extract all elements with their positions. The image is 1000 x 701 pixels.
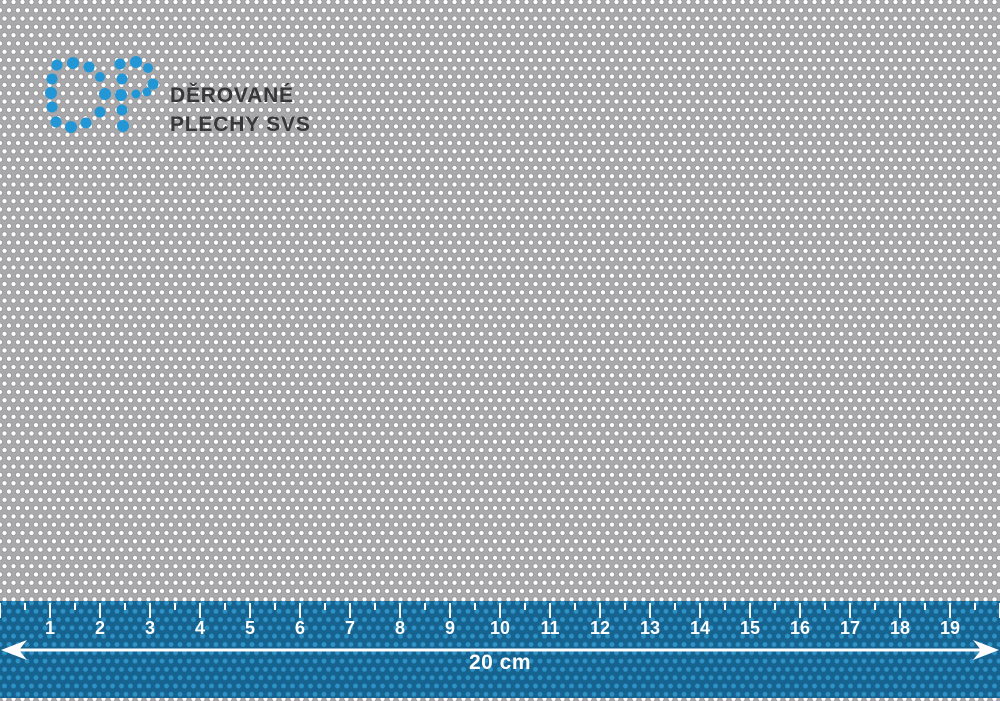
ruler-number: 8 <box>394 618 405 638</box>
ruler-tick-minor <box>924 603 926 610</box>
ruler-tick-minor <box>224 603 226 610</box>
ruler-tick-minor <box>574 603 576 610</box>
ruler-tick-minor <box>324 603 326 610</box>
ruler-number: 7 <box>344 618 355 638</box>
ruler-tick-major <box>649 603 651 618</box>
ruler-number: 5 <box>244 618 255 638</box>
ruler-tick-minor <box>174 603 176 610</box>
ruler-tick-major <box>449 603 451 618</box>
ruler-number: 6 <box>294 618 305 638</box>
ruler-tick-major <box>849 603 851 618</box>
ruler-number: 3 <box>144 618 155 638</box>
ruler-span-arrow-icon <box>1 640 999 660</box>
logo-line1: DĚROVANÉ <box>170 84 294 107</box>
logo-wordmark: DĚROVANÉ PLECHY SVS <box>170 81 311 139</box>
letter-p-dots <box>114 56 159 132</box>
ruler-tick-minor <box>124 603 126 610</box>
ruler-tick-major <box>299 603 301 618</box>
ruler-number: 16 <box>789 618 811 638</box>
ruler-tick-major <box>699 603 701 618</box>
ruler-tick-minor <box>74 603 76 610</box>
dp-monogram-dots-icon <box>45 56 159 133</box>
ruler-tick-minor <box>374 603 376 610</box>
ruler-number: 4 <box>194 618 205 638</box>
ruler-tick-minor <box>424 603 426 610</box>
ruler-tick-minor <box>974 603 976 610</box>
ruler-tick-major <box>0 603 1 618</box>
ruler-number: 14 <box>689 618 711 638</box>
ruler-tick-major <box>349 603 351 618</box>
ruler-tick-minor <box>874 603 876 610</box>
ruler-tick-major <box>599 603 601 618</box>
ruler-number: 13 <box>639 618 661 638</box>
ruler-tick-minor <box>624 603 626 610</box>
ruler-tick-minor <box>774 603 776 610</box>
ruler-tick-major <box>949 603 951 618</box>
ruler-number: 9 <box>444 618 455 638</box>
ruler-number: 10 <box>489 618 511 638</box>
ruler-tick-minor <box>24 603 26 610</box>
ruler-tick-major <box>749 603 751 618</box>
ruler-tick-major <box>799 603 801 618</box>
ruler-number: 19 <box>939 618 961 638</box>
ruler-tick-major <box>149 603 151 618</box>
logo-line2: PLECHY SVS <box>170 113 311 136</box>
ruler-number: 1 <box>44 618 55 638</box>
ruler: 20 cm 1 2 3 4 5 6 7 8 9 10 11 12 13 14 15 16 17 18 19 <box>0 601 1000 698</box>
ruler-tick-major <box>899 603 901 618</box>
ruler-number: 15 <box>739 618 761 638</box>
ruler-number: 17 <box>839 618 861 638</box>
ruler-tick-major <box>549 603 551 618</box>
ruler-tick-major <box>99 603 101 618</box>
ruler-tick-minor <box>524 603 526 610</box>
ruler-tick-minor <box>724 603 726 610</box>
dp-logo: DĚROVANÉ PLECHY SVS <box>0 0 340 150</box>
ruler-tick-minor <box>674 603 676 610</box>
ruler-tick-major <box>399 603 401 618</box>
ruler-number: 12 <box>589 618 611 638</box>
ruler-tick-minor <box>474 603 476 610</box>
ruler-tick-major <box>49 603 51 618</box>
ruler-tick-minor <box>824 603 826 610</box>
letter-d-dots <box>45 57 111 133</box>
ruler-tick-minor <box>274 603 276 610</box>
ruler-number: 2 <box>94 618 105 638</box>
ruler-tick-major <box>499 603 501 618</box>
ruler-tick-major <box>199 603 201 618</box>
ruler-total-label: 20 cm <box>468 651 532 674</box>
ruler-number: 11 <box>540 618 560 638</box>
ruler-tick-major <box>249 603 251 618</box>
ruler-number: 18 <box>889 618 911 638</box>
